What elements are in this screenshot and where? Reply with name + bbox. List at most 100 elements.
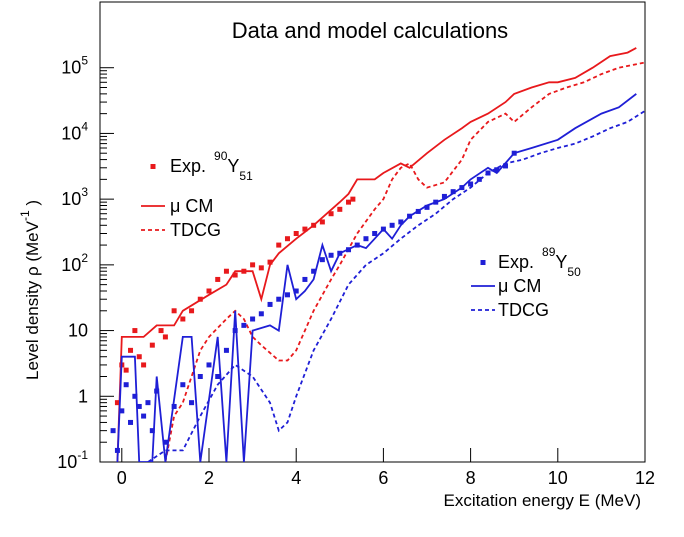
- x-tick-label: 10: [548, 468, 568, 488]
- data-point: [311, 268, 317, 274]
- y-tick-exponent: 2: [81, 251, 88, 265]
- x-tick-label: 4: [291, 468, 301, 488]
- data-point: [468, 181, 474, 187]
- legend-name: Exp.: [170, 156, 206, 176]
- y-tick-base: 10: [61, 123, 81, 143]
- x-tick-label: 6: [378, 468, 388, 488]
- data-point: [258, 265, 264, 271]
- data-point: [302, 276, 308, 282]
- data-point: [258, 311, 264, 317]
- legend-label: μ CM: [170, 196, 213, 216]
- data-point: [197, 374, 203, 380]
- x-axis-label: Excitation energy E (MeV): [444, 491, 641, 510]
- data-point: [267, 301, 273, 307]
- data-point: [494, 167, 500, 173]
- y-tick-label: 1: [78, 386, 88, 406]
- data-point: [346, 199, 352, 205]
- data-point: [276, 296, 282, 302]
- data-point: [424, 204, 430, 210]
- legend-name: TDCG: [498, 300, 549, 320]
- data-point: [132, 393, 138, 399]
- y-axis-label: Level density ρ (MeV-1 ): [18, 200, 42, 380]
- data-point: [284, 292, 290, 298]
- data-point: [328, 211, 334, 217]
- data-point: [476, 176, 482, 182]
- legend-n: 51: [239, 169, 253, 183]
- data-point: [145, 400, 151, 406]
- data-point: [250, 316, 256, 322]
- data-point: [223, 347, 229, 353]
- legend-n: 50: [567, 265, 581, 279]
- data-point: [128, 419, 134, 425]
- legend-label: Exp. 90Y51: [170, 149, 253, 183]
- data-point: [302, 226, 308, 232]
- y-axis-label-sup: -1: [18, 210, 32, 221]
- data-point: [114, 400, 120, 406]
- y-tick-label: 102: [61, 251, 88, 275]
- data-point: [110, 428, 116, 434]
- data-point: [319, 257, 325, 263]
- legend-symbol: Y: [227, 156, 239, 176]
- data-point: [215, 276, 221, 282]
- y-tick-label: 10-1: [57, 448, 88, 472]
- legend-symbol: Y: [555, 252, 567, 272]
- plot-frame: [99, 1, 646, 463]
- data-point: [141, 413, 147, 419]
- data-point: [441, 193, 447, 199]
- legend-marker: [150, 164, 156, 169]
- y-tick-exponent: 4: [81, 119, 88, 133]
- data-point: [162, 439, 168, 445]
- data-point: [132, 328, 138, 334]
- data-point: [180, 382, 186, 388]
- data-point: [232, 272, 238, 278]
- plot-area: [110, 47, 645, 462]
- data-point: [123, 382, 129, 388]
- x-tick-label: 8: [466, 468, 476, 488]
- x-tick-label: 2: [204, 468, 214, 488]
- data-point: [372, 231, 378, 237]
- data-point: [337, 206, 343, 212]
- y-tick-exponent: -1: [77, 448, 88, 462]
- data-point: [119, 408, 125, 414]
- data-point: [189, 400, 195, 406]
- y-tick-base: 10: [61, 255, 81, 275]
- legend-name: TDCG: [170, 220, 221, 240]
- data-point: [189, 308, 195, 314]
- data-point: [123, 367, 129, 373]
- legend-name: μ CM: [170, 196, 213, 216]
- data-point: [350, 196, 356, 202]
- data-point: [180, 316, 186, 322]
- data-point: [319, 219, 325, 225]
- legend-label: TDCG: [170, 220, 221, 240]
- data-point: [158, 328, 164, 334]
- data-point: [276, 242, 282, 248]
- legend-label: μ CM: [498, 276, 541, 296]
- data-point: [450, 189, 456, 195]
- data-point: [293, 288, 299, 294]
- x-tick-label: 0: [117, 468, 127, 488]
- data-point: [389, 222, 395, 228]
- data-point: [223, 268, 229, 274]
- data-point: [171, 403, 177, 409]
- data-point: [171, 308, 177, 314]
- y-tick-base: 10: [61, 58, 81, 78]
- data-point: [267, 259, 273, 265]
- data-point: [215, 374, 221, 380]
- legend-name: Exp.: [498, 252, 534, 272]
- y-tick-base: 10: [57, 452, 77, 472]
- data-point: [284, 236, 290, 242]
- data-point: [206, 362, 212, 368]
- data-line: [116, 93, 637, 462]
- data-line: [147, 110, 645, 462]
- legend-name: μ CM: [498, 276, 541, 296]
- y-tick-label: 105: [61, 54, 88, 78]
- data-point: [241, 322, 247, 328]
- data-point: [141, 362, 147, 368]
- y-tick-label: 103: [61, 185, 88, 209]
- y-axis-label-text: Level density ρ (MeV: [23, 220, 42, 380]
- y-tick-exponent: 5: [81, 54, 88, 68]
- data-point: [363, 236, 369, 242]
- data-point: [398, 219, 404, 225]
